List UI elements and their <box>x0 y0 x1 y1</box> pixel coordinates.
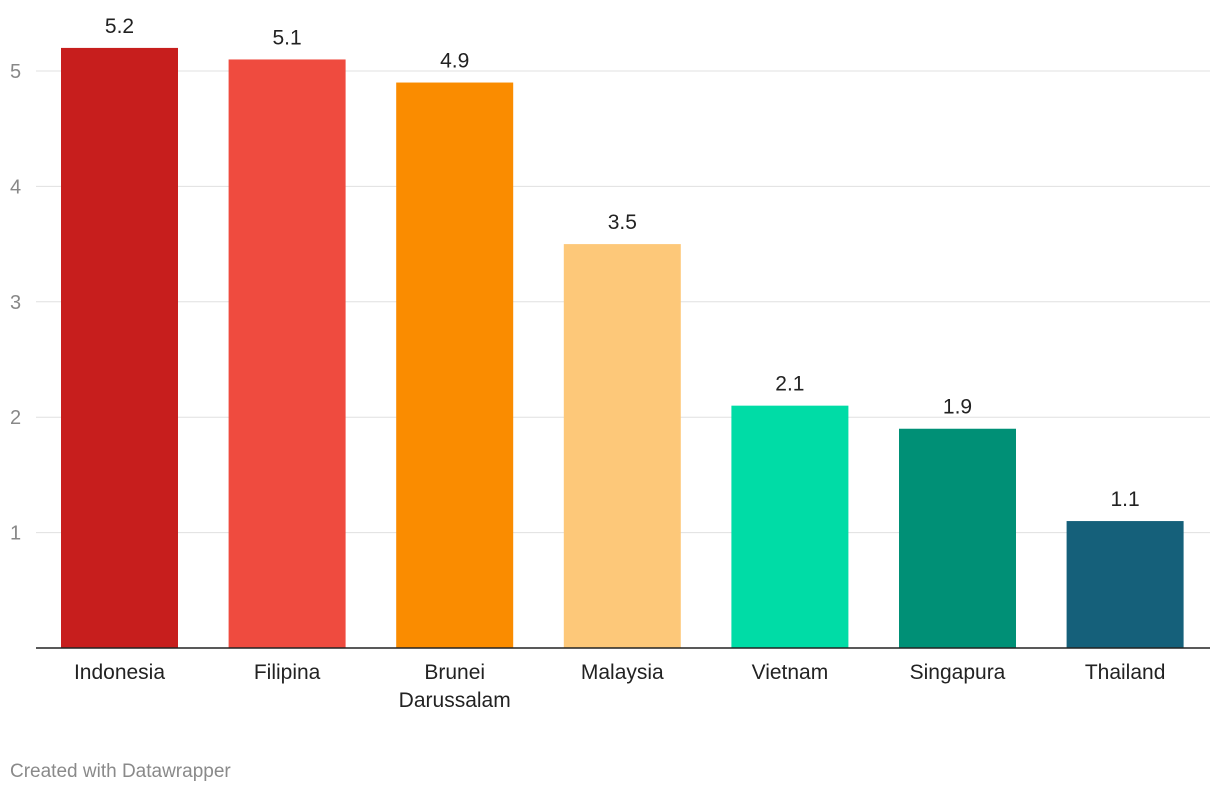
x-axis-labels: Indonesia Filipina Brunei Darussalam Malaysi… <box>74 661 1165 712</box>
bars <box>61 47 1184 649</box>
bar <box>563 244 681 648</box>
y-tick-label: 2 <box>10 407 21 429</box>
bar <box>899 428 1016 648</box>
x-category-label: Singapura <box>910 661 1006 684</box>
y-tick-label: 5 <box>10 61 21 83</box>
bar-value-label: 3.5 <box>608 211 637 234</box>
bar-value-label: 5.2 <box>105 15 134 38</box>
x-category-label: Indonesia <box>74 661 165 684</box>
x-category-label: Filipina <box>254 661 321 684</box>
bar-value-label: 5.1 <box>272 26 301 49</box>
bar <box>396 82 514 649</box>
y-axis-ticks: 1 2 3 4 5 <box>10 61 21 545</box>
bar-value-label: 1.1 <box>1110 488 1139 511</box>
y-tick-label: 3 <box>10 292 21 314</box>
y-tick-label: 4 <box>10 176 21 198</box>
bar-value-label: 4.9 <box>440 50 469 73</box>
bar <box>228 59 346 648</box>
x-category-label: Vietnam <box>752 661 829 684</box>
bar-value-label: 1.9 <box>943 396 972 419</box>
y-tick-label: 1 <box>10 523 21 545</box>
bar <box>731 405 849 648</box>
x-category-label: Thailand <box>1085 661 1166 684</box>
value-labels: 5.2 5.1 4.9 3.5 2.1 1.9 1.1 <box>105 15 1140 511</box>
bar <box>61 47 178 649</box>
x-category-label: Malaysia <box>581 661 664 684</box>
bar-value-label: 2.1 <box>775 373 804 396</box>
credit-text: Created with Datawrapper <box>10 761 231 782</box>
x-category-label: Brunei Darussalam <box>399 661 511 712</box>
bar <box>1066 521 1184 648</box>
